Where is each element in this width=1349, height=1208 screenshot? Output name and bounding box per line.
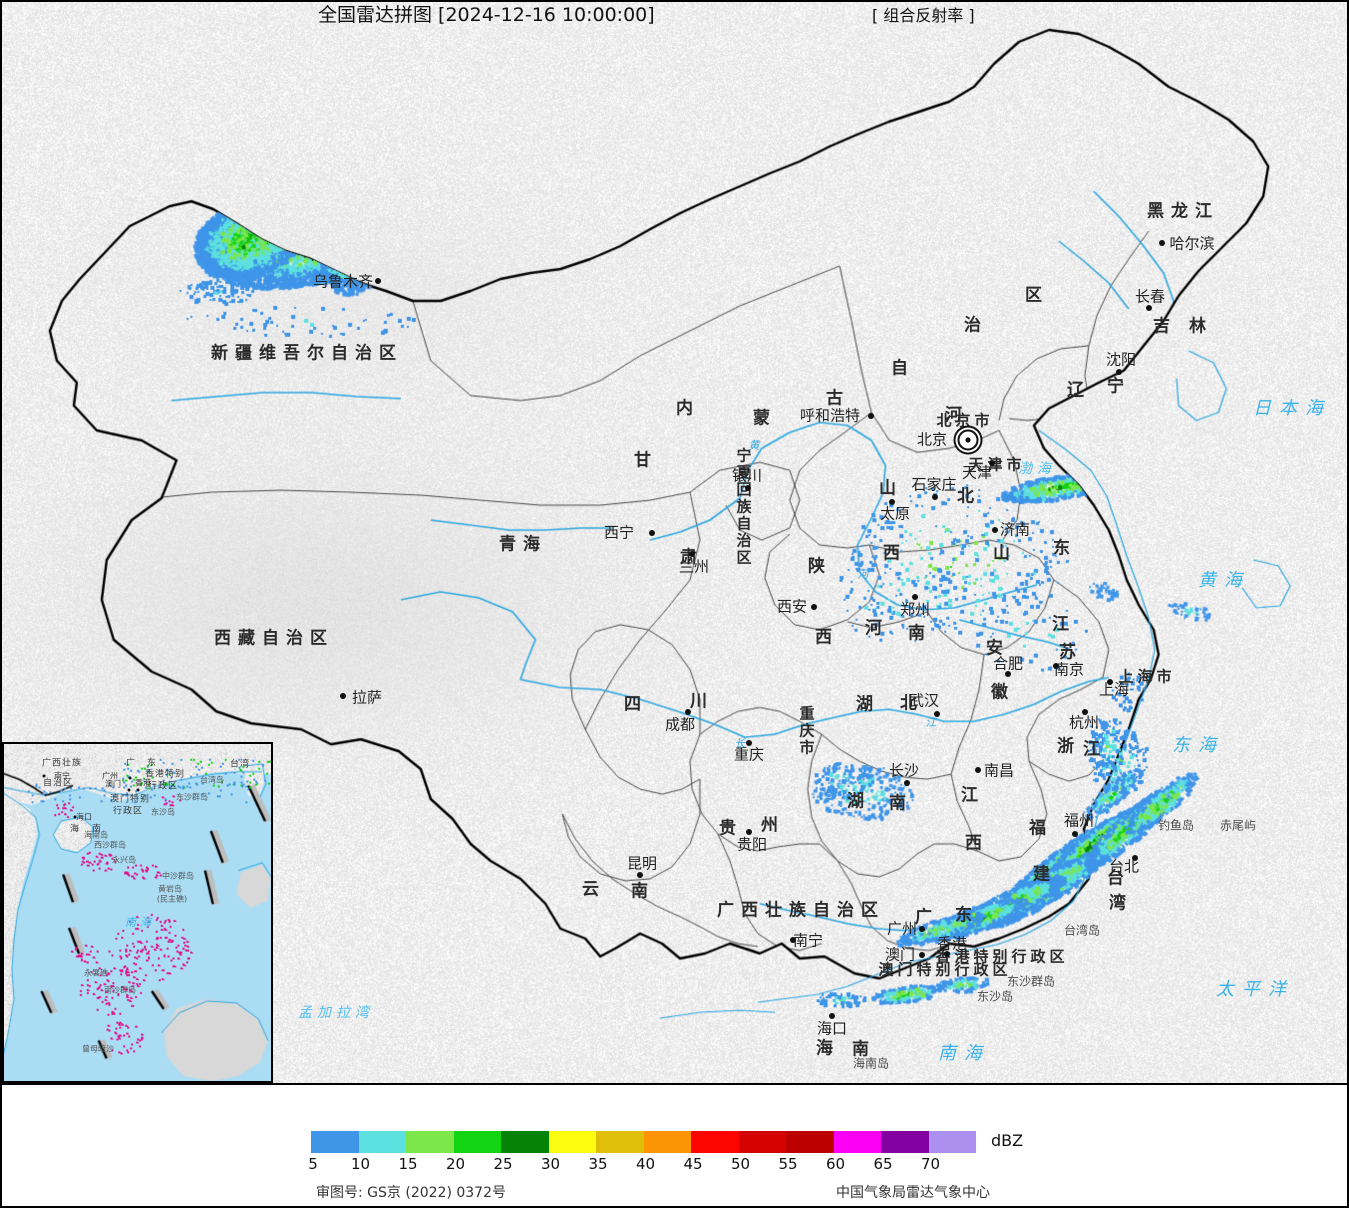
colorbar-cell-35[interactable]	[596, 1131, 644, 1153]
colorbar-unit-label: dBZ	[991, 1131, 1024, 1150]
city-dot-30	[829, 1013, 835, 1019]
city-dot-1	[340, 693, 346, 699]
dbz-colorbar[interactable]	[311, 1131, 976, 1153]
colorbar-cell-70[interactable]	[928, 1131, 976, 1153]
city-dot-4	[745, 485, 751, 491]
colorbar-tick-15: 15	[398, 1155, 418, 1173]
city-dot-19	[975, 767, 981, 773]
inset-city-dot-3	[136, 788, 140, 792]
city-dot-8	[932, 494, 938, 500]
city-dot-12	[811, 604, 817, 610]
colorbar-tick-35: 35	[588, 1155, 608, 1173]
city-dot-17	[934, 711, 940, 717]
colorbar-cell-65[interactable]	[881, 1131, 929, 1153]
colorbar-tick-40: 40	[635, 1155, 656, 1173]
colorbar-tick-65: 65	[873, 1155, 893, 1173]
city-dot-31	[1159, 240, 1165, 246]
colorbar-tick-25: 25	[493, 1155, 513, 1173]
city-dot-28	[919, 952, 925, 958]
city-dot-11	[912, 594, 918, 600]
city-dot-21	[1053, 663, 1059, 669]
colorbar-tick-50: 50	[730, 1155, 751, 1173]
city-dot-0	[375, 278, 381, 284]
colorbar-tick-30: 30	[540, 1155, 561, 1173]
legend-title: 全国雷达拼图 [2024-12-16 10:00:00]	[318, 4, 655, 26]
colorbar-tick-70: 70	[920, 1155, 941, 1173]
city-dot-22	[1082, 709, 1088, 715]
legend-product-label: [ 组合反射率 ]	[872, 6, 975, 25]
inset-map-canvas[interactable]	[4, 744, 271, 1081]
city-dot-15	[746, 829, 752, 835]
colorbar-cell-50[interactable]	[738, 1131, 786, 1153]
city-dot-16	[637, 872, 643, 878]
colorbar-cell-55[interactable]	[786, 1131, 834, 1153]
city-dot-3	[689, 551, 695, 557]
colorbar-cell-30[interactable]	[548, 1131, 596, 1153]
colorbar-cell-15[interactable]	[406, 1131, 454, 1153]
colorbar-cell-40[interactable]	[643, 1131, 691, 1153]
colorbar-tick-20: 20	[445, 1155, 466, 1173]
issuing-agency: 中国气象局雷达气象中心	[836, 1185, 990, 1201]
inset-city-dot-0	[42, 774, 46, 778]
city-dot-25	[1132, 855, 1138, 861]
city-dot-18	[904, 780, 910, 786]
city-dot-2	[649, 530, 655, 536]
south-china-sea-inset-panel[interactable]	[2, 742, 273, 1083]
colorbar-cell-60[interactable]	[833, 1131, 881, 1153]
city-dot-5	[868, 413, 874, 419]
map-approval-number: 审图号: GS京 (2022) 0372号	[316, 1185, 506, 1201]
city-dot-27	[944, 951, 950, 957]
colorbar-tick-45: 45	[683, 1155, 703, 1173]
colorbar-tick-60: 60	[825, 1155, 846, 1173]
colorbar-cell-45[interactable]	[691, 1131, 739, 1153]
colorbar-cell-5[interactable]	[311, 1131, 359, 1153]
colorbar-tick-5: 5	[308, 1155, 318, 1173]
city-dot-9	[889, 499, 895, 505]
city-dot-33	[1116, 369, 1122, 375]
city-dot-10	[992, 527, 998, 533]
colorbar-cell-25[interactable]	[501, 1131, 549, 1153]
colorbar-cell-20[interactable]	[453, 1131, 501, 1153]
city-dot-20	[1005, 671, 1011, 677]
colorbar-tick-55: 55	[778, 1155, 798, 1173]
capital-marker-beijing	[957, 429, 979, 451]
city-dot-23	[1107, 679, 1113, 685]
city-dot-32	[1146, 305, 1152, 311]
city-dot-14	[746, 740, 752, 746]
city-dot-13	[685, 709, 691, 715]
colorbar-tick-10: 10	[350, 1155, 371, 1173]
inset-city-dot-4	[127, 788, 131, 792]
colorbar-cell-10[interactable]	[358, 1131, 406, 1153]
city-dot-7	[989, 460, 995, 466]
city-dot-24	[1072, 831, 1078, 837]
city-dot-26	[919, 926, 925, 932]
city-dot-29	[790, 937, 796, 943]
inset-city-dot-1	[128, 776, 132, 780]
inset-city-dot-2	[73, 815, 77, 819]
